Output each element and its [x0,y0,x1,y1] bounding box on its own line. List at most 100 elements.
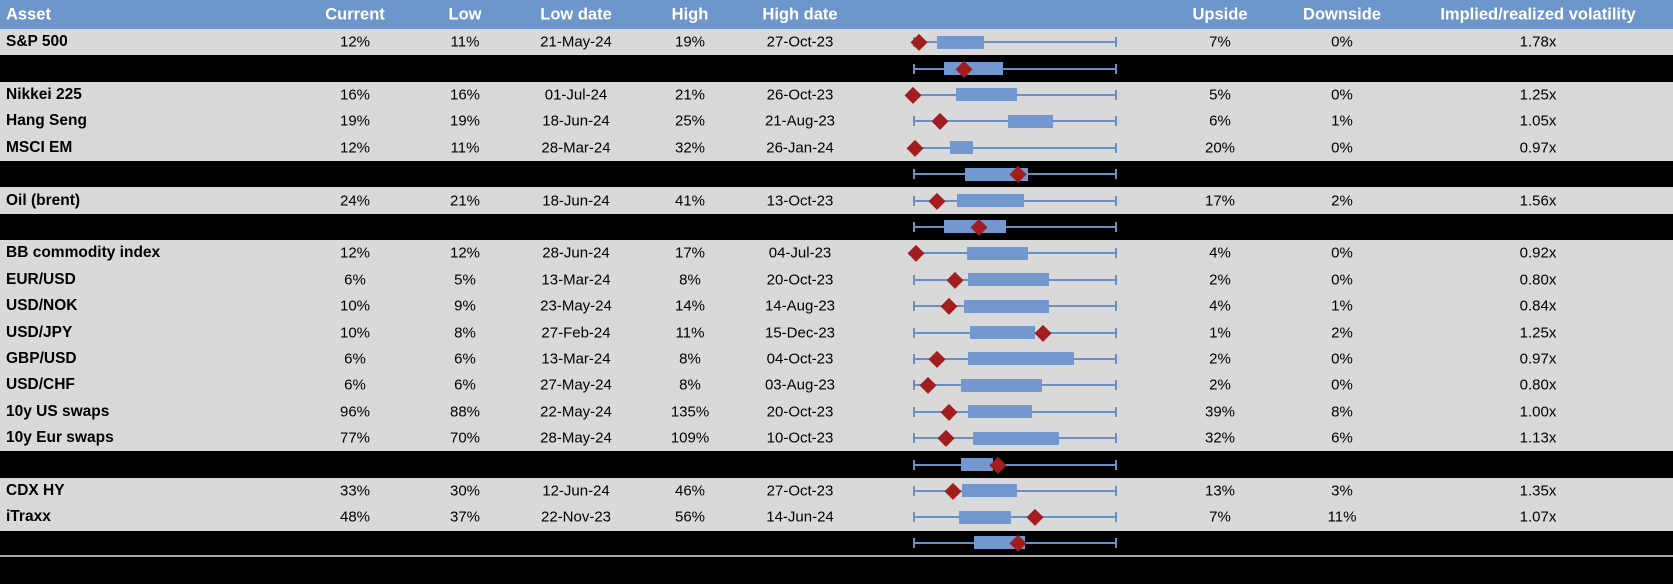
whisker-cap-right [1115,116,1117,127]
boxplot [913,214,1117,240]
boxplot [913,504,1117,530]
whisker-cap-left [913,195,915,206]
downside-cell: 11% [1327,508,1357,526]
table-row: MSCI EM 12% 11% 28-Mar-24 32% 26-Jan-24 20% 0% 0… [0,134,1673,161]
upside-cell: 6% [1209,112,1231,130]
downside-cell: 2% [1331,324,1353,342]
whisker-cap-right [1115,459,1117,470]
whisker-cap-left [913,301,915,312]
low_date-cell: 01-Jul-24 [544,86,608,104]
boxplot [913,55,1117,81]
current-marker-diamond [940,403,957,420]
iqr-box [949,141,974,155]
high_date-cell: 20-Oct-23 [766,403,834,421]
upside-cell: 7% [1209,33,1231,51]
boxplot [913,161,1117,187]
low-cell: 11% [450,33,480,51]
iqr-box [970,326,1036,340]
low_date-cell: 18-Jun-24 [542,192,610,210]
downside-cell: 3% [1331,482,1353,500]
table-row: EUR/USD 6% 5% 13-Mar-24 8% 20-Oct-23 2% 0% 0.80x [0,266,1673,293]
whisker-cap-right [1115,89,1117,100]
header-upside: Upside [1192,5,1248,23]
low-cell: 19% [449,112,481,130]
high-cell: 8% [679,350,701,368]
asset-cell: BB commodity index [6,244,161,262]
current-cell: 6% [344,271,366,289]
current-marker-diamond [929,350,946,368]
low-cell: 30% [449,482,481,500]
header-low_date: Low date [540,5,612,23]
table-row: S&P 500 12% 11% 21-May-24 19% 27-Oct-23 7% 0% 1.… [0,29,1673,56]
upside-cell: 17% [1204,192,1236,210]
low_date-cell: 21-May-24 [540,33,612,51]
current-cell: 48% [339,508,371,526]
high-cell: 11% [675,324,705,342]
whisker-cap-right [1115,221,1117,232]
current-marker-diamond [946,271,963,288]
downside-cell: 0% [1331,244,1353,262]
whisker-cap-right [1115,380,1117,391]
bottom-divider-line [0,554,1673,557]
high_date-cell: 04-Jul-23 [768,244,832,262]
upside-cell: 5% [1209,86,1231,104]
asset-cell: USD/CHF [6,376,75,394]
separator-row [0,161,1673,188]
low-cell: 6% [454,376,476,394]
boxplot [913,267,1117,293]
iqr-box [1007,114,1053,128]
table-header-row: Asset Current Low Low date High High date Upsi… [0,0,1673,29]
upside-cell: 2% [1209,376,1231,394]
low_date-cell: 23-May-24 [540,297,612,315]
whisker-cap-right [1115,512,1117,523]
high_date-cell: 21-Aug-23 [764,112,836,130]
low-cell: 11% [450,139,480,157]
asset-cell: USD/NOK [6,297,78,315]
upside-cell: 4% [1209,244,1231,262]
header-downside: Downside [1303,5,1381,23]
iqr-box [964,299,1049,313]
boxplot [913,451,1117,477]
high-cell: 135% [670,403,710,421]
low_date-cell: 27-May-24 [540,376,612,394]
high-cell: 56% [674,508,706,526]
iqr-box [937,35,985,49]
boxplot [913,425,1117,451]
whisker-cap-right [1115,248,1117,259]
low-cell: 70% [449,429,481,447]
table-row: iTraxx 48% 37% 22-Nov-23 56% 14-Jun-24 7% 11% 1.… [0,504,1673,531]
current-cell: 77% [339,429,371,447]
separator-row [0,530,1673,555]
current-cell: 19% [339,112,371,130]
header-low: Low [448,5,482,23]
separator-row [0,451,1673,478]
vol_ratio-cell: 0.97x [1519,139,1557,157]
high-cell: 17% [674,244,706,262]
separator-row [0,213,1673,241]
vol_ratio-cell: 1.07x [1519,508,1557,526]
boxplot [913,293,1117,319]
vol_ratio-cell: 0.80x [1519,376,1557,394]
table-row: USD/JPY 10% 8% 27-Feb-24 11% 15-Dec-23 1% 2% 1.2… [0,319,1673,346]
whisker-cap-right [1115,195,1117,206]
boxplot [906,135,1117,161]
boxplot [913,187,1117,213]
high_date-cell: 26-Jan-24 [766,139,834,157]
current-marker-diamond [920,377,937,394]
current-marker-diamond [931,113,948,130]
table-row: Oil (brent) 24% 21% 18-Jun-24 41% 13-Oct-23 17… [0,187,1673,214]
table-row: USD/CHF 6% 6% 27-May-24 8% 03-Aug-23 2% 0% 0.80x [0,372,1673,399]
upside-cell: 1% [1209,324,1231,342]
high-cell: 41% [674,192,706,210]
current-cell: 6% [344,350,366,368]
low-cell: 12% [449,244,481,262]
low-cell: 9% [454,297,476,315]
low-cell: 37% [449,508,481,526]
current-cell: 12% [339,33,371,51]
boxplot [907,240,1117,266]
iqr-box [960,458,993,472]
current-marker-diamond [906,139,924,156]
high-cell: 109% [670,429,710,447]
current-cell: 6% [344,376,366,394]
whisker-cap-left [913,406,915,417]
